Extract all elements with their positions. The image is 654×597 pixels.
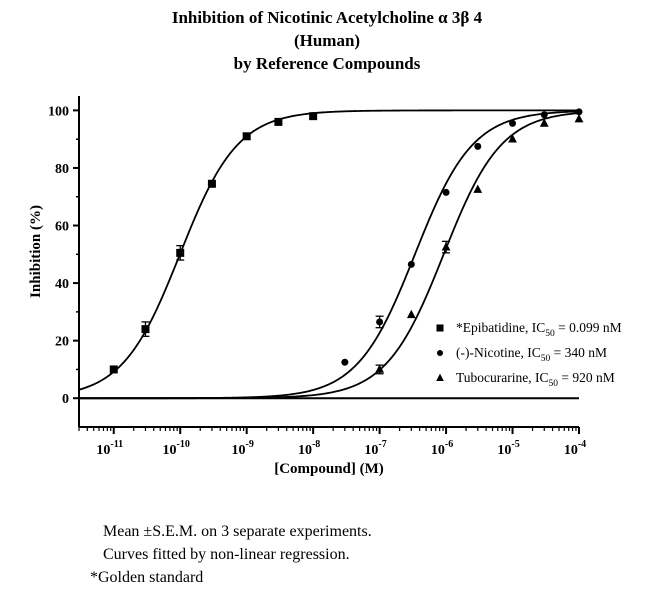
square-marker xyxy=(309,112,318,121)
square-marker xyxy=(436,324,444,332)
x-tick-label: 10-5 xyxy=(497,439,519,458)
square-marker xyxy=(207,179,216,188)
chart-title-line: by Reference Compounds xyxy=(234,54,421,73)
legend-entry: *Epibatidine, IC50 = 0.099 nM xyxy=(456,320,622,339)
legend-entry: Tubocurarine, IC50 = 920 nM xyxy=(456,370,615,389)
circle-marker xyxy=(341,358,349,366)
triangle-marker xyxy=(508,134,517,143)
chart-axes: 0 20 40 60 80 100 10-11 10-10 10-9 10-8 10-7 10-6 10… xyxy=(28,96,586,477)
triangle-marker xyxy=(436,373,444,381)
triangle-marker xyxy=(406,309,416,319)
square-marker xyxy=(109,365,118,374)
x-tick-label: 10-10 xyxy=(163,439,190,458)
triangle-marker xyxy=(375,364,385,373)
square-marker xyxy=(141,325,150,334)
triangle-marker xyxy=(574,113,584,123)
square-marker xyxy=(176,248,185,257)
circle-marker xyxy=(407,260,415,268)
fitted-curve xyxy=(79,112,580,400)
y-tick-label: 20 xyxy=(55,335,69,350)
circle-marker xyxy=(509,119,517,127)
y-tick-label: 80 xyxy=(55,162,69,177)
y-axis-label: Inhibition (%) xyxy=(28,205,44,298)
x-tick-label: 10-11 xyxy=(96,439,123,458)
circle-marker xyxy=(442,188,450,196)
fitted-curve xyxy=(78,109,579,391)
circle-marker xyxy=(474,142,482,150)
circle-marker xyxy=(376,318,384,326)
x-tick-label: 10-8 xyxy=(298,439,320,458)
x-tick-label: 10-4 xyxy=(564,439,586,458)
x-tick-label: 10-6 xyxy=(431,439,453,458)
circle-marker xyxy=(575,108,583,116)
x-tick-label: 10-9 xyxy=(232,439,254,458)
y-tick-label: 100 xyxy=(48,104,69,119)
legend-entry: (-)-Nicotine, IC50 = 340 nM xyxy=(456,345,607,364)
square-marker xyxy=(274,117,283,126)
x-axis-label: [Compound] (M) xyxy=(274,461,384,477)
triangle-marker xyxy=(473,184,483,193)
fitted-curves xyxy=(78,109,580,400)
data-points xyxy=(109,108,584,375)
y-tick-label: 60 xyxy=(55,220,69,235)
chart-legend: *Epibatidine, IC50 = 0.099 nM (-)-Nicotin… xyxy=(436,320,622,389)
x-tick-label: 10-7 xyxy=(364,439,386,458)
square-marker xyxy=(242,132,251,141)
chart-title: Inhibition of Nicotinic Acetylcholine α … xyxy=(172,8,483,73)
y-tick-label: 40 xyxy=(55,277,69,292)
triangle-marker xyxy=(441,242,451,251)
chart-title-line: (Human) xyxy=(294,31,360,50)
triangle-marker xyxy=(539,118,549,127)
circle-marker xyxy=(540,111,548,119)
chart-title-line: Inhibition of Nicotinic Acetylcholine α … xyxy=(172,8,483,27)
y-tick-label: 0 xyxy=(62,392,69,407)
circle-marker xyxy=(437,350,443,356)
